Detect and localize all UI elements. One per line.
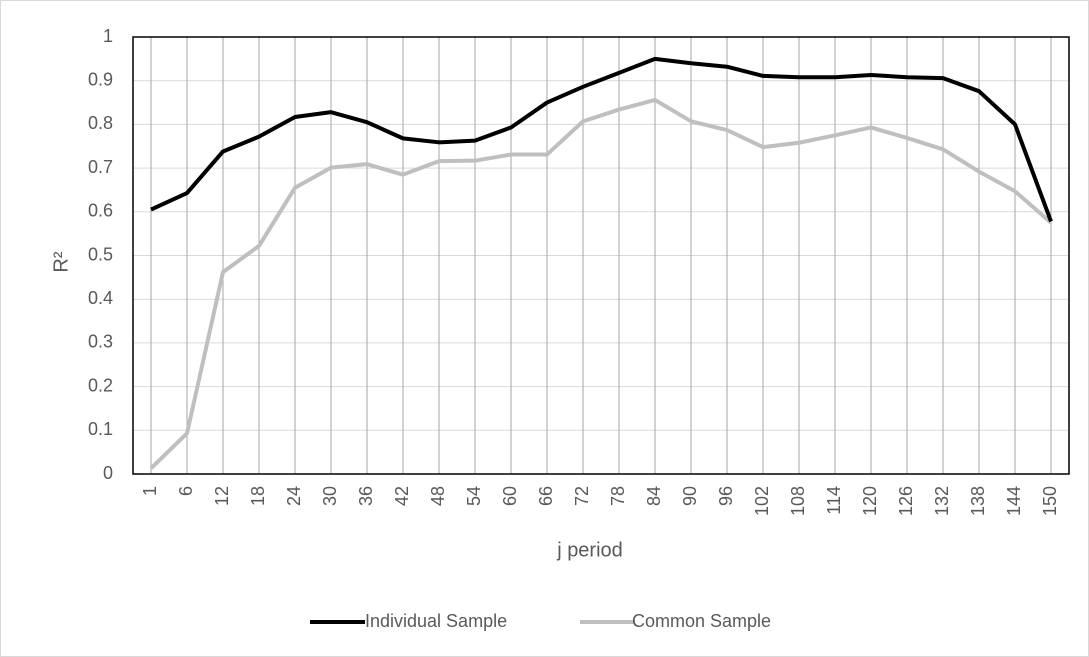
y-tick-label: 1: [103, 26, 113, 46]
y-tick-label: 0: [103, 463, 113, 483]
x-tick-label: 18: [248, 486, 268, 506]
x-tick-label: 60: [500, 486, 520, 506]
x-tick-label: 66: [536, 486, 556, 506]
x-tick-label: 1: [140, 486, 160, 496]
series-line: [149, 97, 1053, 470]
y-tick-label: 0.6: [88, 201, 113, 221]
x-tick-label: 54: [464, 486, 484, 506]
x-tick-label: 96: [716, 486, 736, 506]
series-line: [150, 56, 1053, 223]
x-tick-label: 84: [644, 486, 664, 506]
y-tick-label: 0.3: [88, 332, 113, 352]
y-tick-label: 0.2: [88, 375, 113, 395]
x-axis-label: j period: [556, 539, 623, 561]
x-tick-label: 126: [896, 486, 916, 516]
x-tick-label: 138: [968, 486, 988, 516]
y-tick-label: 0.1: [88, 419, 113, 439]
x-tick-label: 24: [284, 486, 304, 506]
x-tick-label: 72: [572, 486, 592, 506]
x-tick-label: 144: [1004, 486, 1024, 516]
x-tick-label: 36: [356, 486, 376, 506]
x-tick-label: 120: [860, 486, 880, 516]
x-tick-label: 90: [680, 486, 700, 506]
y-tick-label: 0.9: [88, 69, 113, 89]
x-tick-label: 150: [1040, 486, 1060, 516]
x-tick-label: 78: [608, 486, 628, 506]
legend-label: Common Sample: [632, 611, 771, 631]
x-tick-label: 114: [824, 486, 844, 515]
x-tick-label: 12: [212, 486, 232, 506]
y-axis-label: R²: [50, 251, 72, 272]
x-tick-label: 48: [428, 486, 448, 506]
legend-label: Individual Sample: [365, 611, 507, 631]
plot-border: [132, 36, 1070, 475]
x-tick-label: 102: [752, 486, 772, 516]
y-tick-label: 0.5: [88, 244, 113, 264]
x-tick-label: 132: [932, 486, 952, 516]
x-tick-label: 42: [392, 486, 412, 506]
y-tick-label: 0.4: [88, 288, 113, 308]
x-tick-label: 108: [788, 486, 808, 516]
y-tick-label: 0.8: [88, 113, 113, 133]
x-tick-label: 6: [176, 486, 196, 496]
y-tick-label: 0.7: [88, 157, 113, 177]
x-tick-label: 30: [320, 486, 340, 506]
